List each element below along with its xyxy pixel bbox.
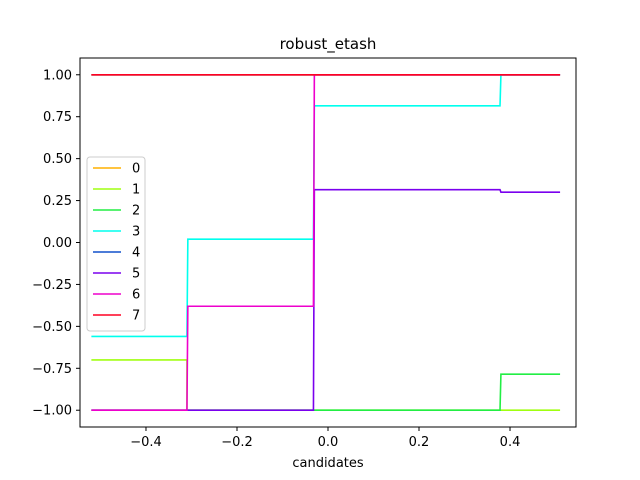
legend-box bbox=[86, 156, 146, 332]
legend-label-7: 7 bbox=[132, 309, 140, 324]
series-line-5 bbox=[91, 188, 561, 412]
x-tick-label: 0.4 bbox=[500, 435, 521, 450]
x-tick-label: 0.0 bbox=[318, 435, 339, 450]
y-tick-label: −0.50 bbox=[32, 320, 72, 335]
legend-label-6: 6 bbox=[132, 288, 140, 303]
plot-frame bbox=[79, 57, 577, 428]
y-tick-label: 0.75 bbox=[43, 110, 72, 125]
legend-label-5: 5 bbox=[132, 267, 140, 282]
y-tick-label: 0.50 bbox=[43, 152, 72, 167]
legend-label-4: 4 bbox=[132, 246, 140, 261]
series-line-2 bbox=[91, 373, 561, 412]
series-layer bbox=[91, 73, 561, 412]
x-axis: −0.4 −0.2 0.0 0.2 0.4 bbox=[130, 427, 520, 450]
x-tick-label: −0.4 bbox=[130, 435, 162, 450]
y-tick-label: −1.00 bbox=[32, 404, 72, 419]
legend: 0 1 2 3 4 5 6 7 bbox=[86, 156, 146, 332]
legend-label-1: 1 bbox=[132, 183, 140, 198]
x-tick-label: 0.2 bbox=[409, 435, 430, 450]
x-tick-label: −0.2 bbox=[221, 435, 253, 450]
legend-label-2: 2 bbox=[132, 204, 140, 219]
y-tick-label: 0.25 bbox=[43, 194, 72, 209]
y-tick-label: −0.25 bbox=[32, 278, 72, 293]
legend-label-0: 0 bbox=[132, 162, 140, 177]
series-line-3 bbox=[91, 73, 561, 338]
series-line-1 bbox=[91, 359, 561, 412]
chart-title: robust_etash bbox=[280, 35, 377, 54]
y-axis: −1.00 −0.75 −0.50 −0.25 0.00 0.25 0.50 0.75 1.00 bbox=[32, 68, 80, 419]
legend-label-3: 3 bbox=[132, 225, 140, 240]
y-tick-label: 1.00 bbox=[43, 68, 72, 83]
y-tick-label: 0.00 bbox=[43, 236, 72, 251]
x-axis-label: candidates bbox=[292, 456, 364, 471]
y-tick-label: −0.75 bbox=[32, 362, 72, 377]
